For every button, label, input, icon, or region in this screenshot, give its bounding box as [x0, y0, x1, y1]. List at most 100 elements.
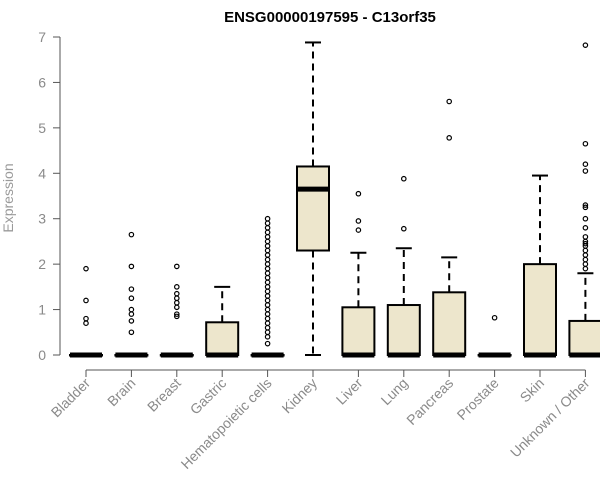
outlier-point: [264, 279, 271, 286]
box-unknown-other: [568, 42, 600, 358]
outlier-point: [128, 286, 135, 292]
box-body: [568, 319, 600, 356]
outlier-point: [582, 256, 589, 263]
box-body: [386, 304, 421, 356]
outlier-point: [264, 334, 271, 340]
box-breast: [159, 263, 194, 358]
outlier-point: [128, 263, 135, 270]
outlier-point: [264, 288, 271, 295]
y-axis: 0 1 2 3 4 5 6 7: [38, 29, 61, 363]
box-body: [205, 321, 240, 357]
outlier-point: [264, 215, 271, 222]
outlier-point: [83, 320, 89, 327]
y-tick-label: 0: [38, 347, 46, 363]
box-kidney: [296, 41, 330, 356]
box-body: [523, 263, 557, 356]
x-tick-label: Bladder: [48, 375, 94, 421]
outlier-point: [83, 297, 89, 304]
outlier-point: [128, 295, 135, 302]
plot-area: [69, 41, 600, 358]
y-tick-label: 2: [38, 256, 46, 272]
box-body: [296, 165, 330, 252]
outlier-point: [128, 329, 135, 336]
x-tick-label: Skin: [517, 375, 548, 406]
outlier-point: [264, 340, 271, 347]
outlier-point: [491, 314, 498, 321]
outlier-point: [83, 315, 89, 322]
outlier-point: [174, 299, 180, 306]
outlier-point: [582, 247, 589, 254]
y-tick-label: 5: [38, 120, 46, 136]
outlier-point: [582, 261, 589, 267]
outlier-point: [582, 161, 589, 168]
box-prostate: [477, 314, 512, 358]
outlier-point: [582, 140, 589, 147]
outlier-point: [174, 304, 180, 311]
box-skin: [523, 174, 557, 358]
outlier-point: [264, 220, 271, 227]
outlier-point: [174, 313, 180, 320]
outlier-point: [264, 247, 271, 254]
outlier-point: [264, 252, 271, 258]
outlier-point: [446, 135, 453, 141]
y-tick-label: 6: [38, 74, 46, 90]
x-tick-label: Lung: [378, 375, 411, 408]
outlier-point: [582, 168, 589, 174]
outlier-point: [446, 98, 453, 105]
x-tick-label: Hematopoietic cells: [178, 375, 275, 472]
outlier-point: [128, 306, 135, 313]
y-tick-label: 7: [38, 29, 46, 45]
outlier-point: [582, 240, 589, 247]
y-tick-label: 3: [38, 211, 46, 227]
outlier-point: [264, 225, 271, 231]
outlier-point: [400, 225, 407, 232]
chart-title: ENSG00000197595 - C13orf35: [224, 9, 436, 26]
outlier-point: [264, 293, 271, 299]
x-tick-label: Unknown / Other: [507, 375, 593, 461]
outlier-point: [264, 261, 271, 267]
outlier-point: [582, 42, 589, 48]
outlier-point: [582, 252, 589, 258]
outlier-point: [400, 175, 407, 182]
outlier-point: [582, 265, 589, 272]
outlier-point: [355, 227, 362, 233]
outlier-point: [582, 225, 589, 231]
x-tick-label: Pancreas: [403, 375, 456, 428]
outlier-point: [174, 311, 180, 317]
outlier-point: [128, 311, 135, 317]
outlier-point: [174, 295, 180, 302]
outlier-point: [83, 265, 89, 272]
outlier-point: [264, 324, 271, 331]
outlier-point: [582, 202, 589, 208]
outlier-point: [264, 284, 271, 290]
outlier-point: [264, 229, 271, 236]
outlier-point: [264, 320, 271, 327]
outlier-point: [582, 204, 589, 211]
outlier-point: [264, 297, 271, 304]
outlier-point: [355, 190, 362, 197]
outlier-point: [264, 274, 271, 281]
box-body: [341, 306, 376, 356]
outlier-point: [264, 265, 271, 272]
outlier-point: [128, 318, 135, 324]
x-tick-label: Liver: [333, 375, 366, 408]
x-tick-label: Brain: [104, 375, 138, 409]
box-bladder: [69, 265, 103, 358]
y-axis-label: Expression: [0, 163, 16, 232]
outlier-point: [264, 315, 271, 322]
box-liver: [341, 190, 376, 358]
outlier-point: [582, 215, 589, 222]
outlier-point: [264, 306, 271, 313]
box-brain: [114, 231, 149, 358]
outlier-point: [264, 243, 271, 249]
x-tick-label: Kidney: [279, 375, 321, 417]
x-tick-label: Breast: [144, 375, 184, 415]
outlier-point: [174, 290, 180, 297]
x-tick-label: Prostate: [454, 375, 502, 423]
outlier-point: [128, 231, 135, 238]
outlier-point: [264, 302, 271, 308]
outlier-point: [174, 263, 180, 270]
x-tick-label: Gastric: [187, 375, 230, 418]
